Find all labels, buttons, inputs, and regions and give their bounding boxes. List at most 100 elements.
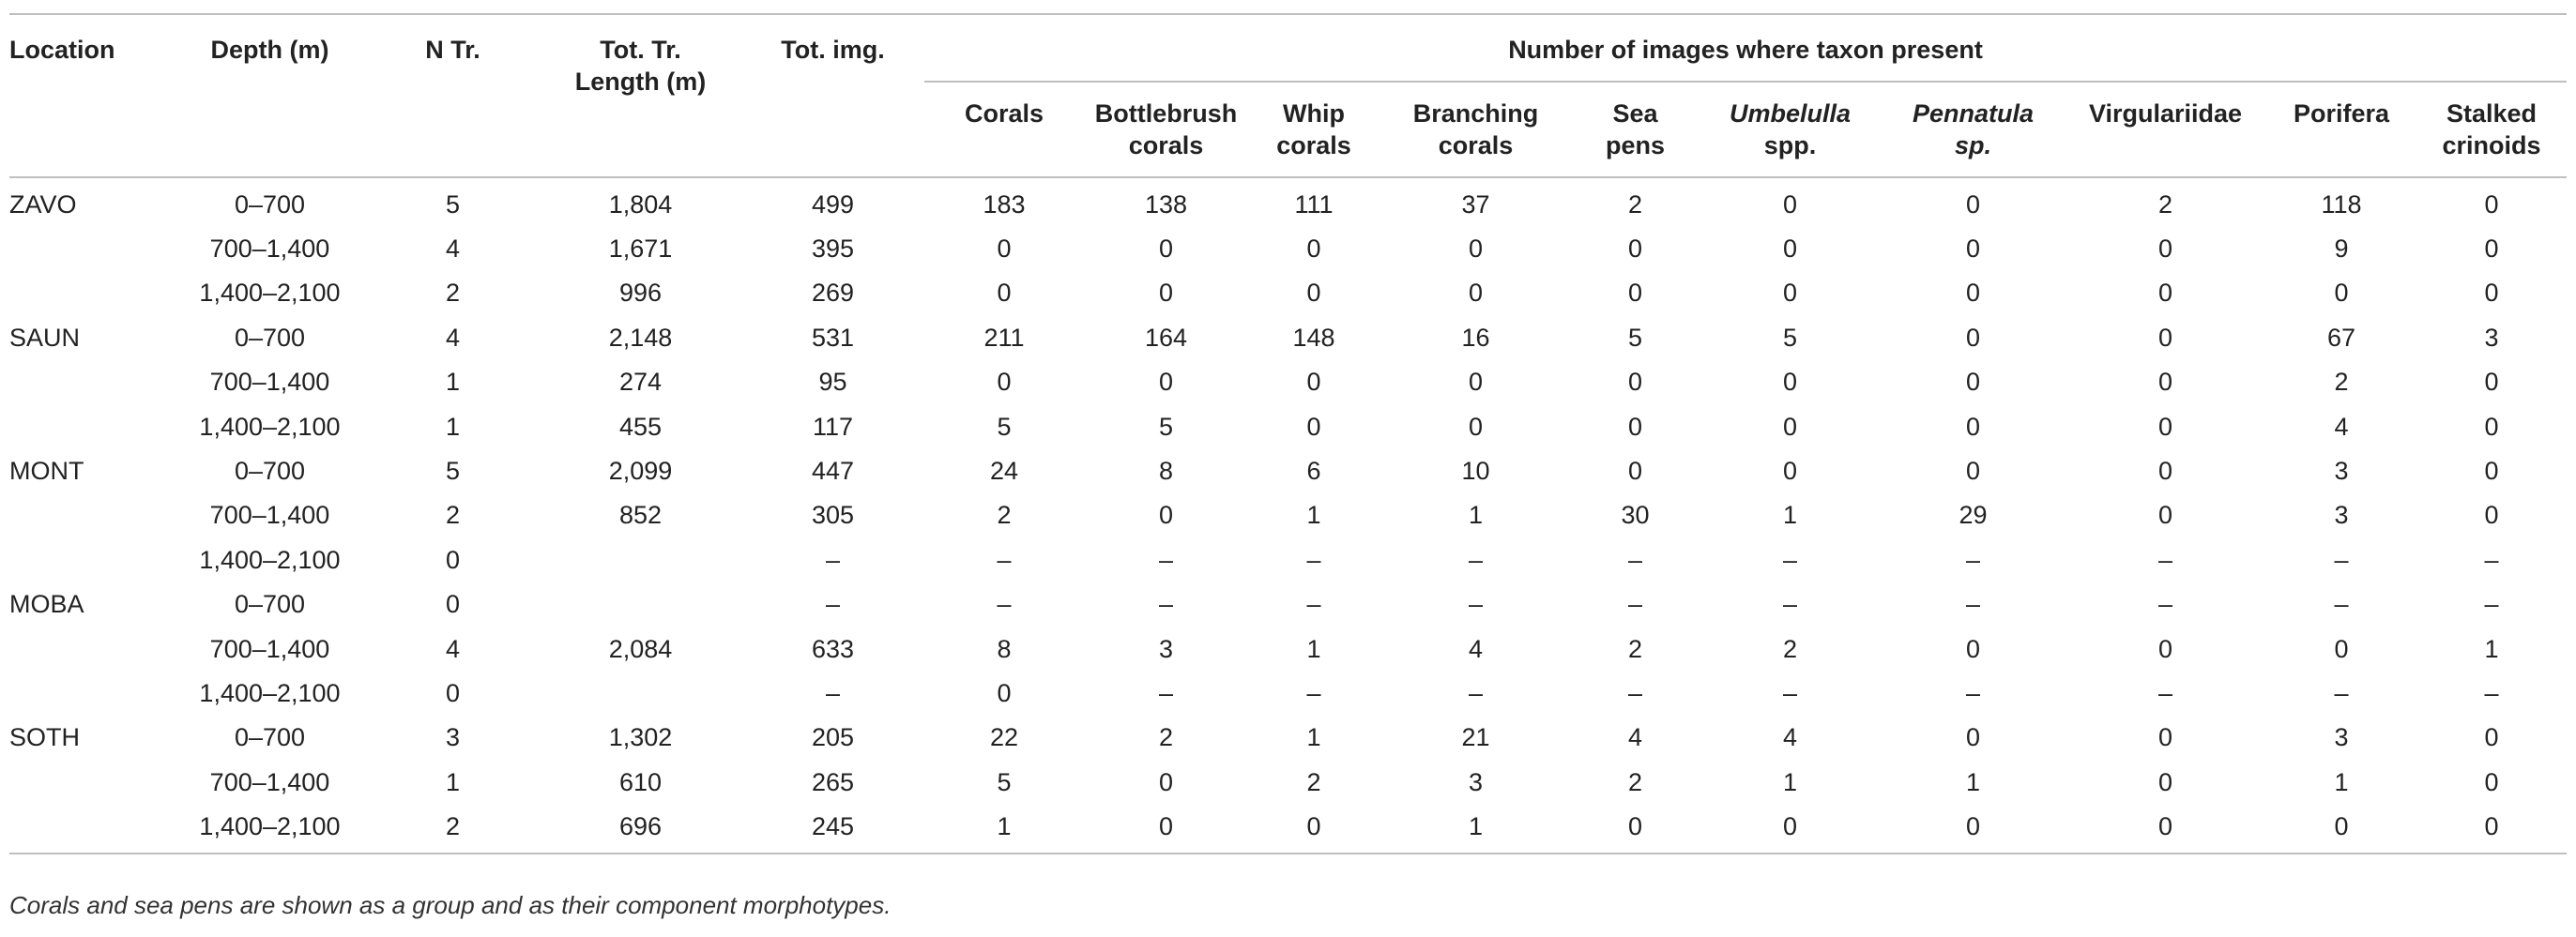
cell-stalked: 0	[2484, 723, 2499, 752]
cell-stalked: –	[2484, 678, 2499, 707]
cell-loc: ZAVO	[9, 189, 77, 219]
table-row: 700–1,400 2 852 305 2 0 1 1 30 1 29 0 3 0	[9, 493, 2567, 537]
cell-branching: 0	[1468, 412, 1484, 441]
cell-depth: 0–700	[234, 457, 306, 486]
cell-bottlebrush: 3	[1158, 634, 1174, 663]
cell-umbelulla: 0	[1782, 234, 1798, 264]
header-corals: Corals	[964, 99, 1044, 128]
cell-corals: 1	[997, 812, 1012, 841]
cell-bottlebrush: –	[1158, 590, 1174, 619]
cell-seapens: –	[1627, 678, 1643, 707]
cell-branching: 0	[1468, 279, 1484, 308]
cell-loc	[9, 537, 174, 582]
cell-corals: 22	[989, 723, 1019, 752]
cell-pennatula: 0	[1965, 189, 1981, 219]
header-seapens-line1: Sea	[1612, 99, 1658, 128]
cell-len: 274	[618, 368, 663, 397]
cell-virgulariidae: 0	[2157, 723, 2173, 752]
cell-corals: 5	[997, 412, 1012, 441]
table-row: 1,400–2,100 2 996 269 0 0 0 0 0 0 0 0 0 0	[9, 271, 2567, 315]
cell-whip: –	[1306, 545, 1321, 574]
cell-umbelulla: 4	[1782, 723, 1798, 752]
cell-seapens: 30	[1621, 501, 1650, 530]
cell-loc	[9, 627, 174, 671]
header-whip-line1: Whip	[1283, 99, 1345, 128]
cell-ntr: 4	[445, 323, 461, 352]
cell-bottlebrush: 0	[1158, 501, 1174, 530]
table-row: 700–1,400 1 610 265 5 0 2 3 2 1 1 0 1 0	[9, 760, 2567, 804]
table-row: ZAVO 0–700 5 1,804 499 183 138 111 37 2 0 0 2 118 0	[9, 177, 2567, 226]
cell-seapens: 0	[1627, 234, 1643, 264]
cell-bottlebrush: –	[1158, 545, 1174, 574]
cell-corals: 0	[997, 279, 1012, 308]
cell-porifera: 0	[2334, 279, 2349, 308]
cell-pennatula: 29	[1959, 501, 1988, 530]
cell-bottlebrush: 0	[1158, 812, 1174, 841]
cell-depth: 0–700	[234, 723, 306, 752]
cell-corals: 8	[997, 634, 1012, 663]
cell-umbelulla: 5	[1782, 323, 1798, 352]
cell-loc	[9, 271, 174, 315]
header-stalked-line1: Stalked	[2446, 99, 2538, 128]
cell-branching: 0	[1468, 234, 1484, 264]
cell-len: 610	[618, 767, 663, 796]
header-tot-tr-length: Tot. Tr. Length (m)	[540, 14, 741, 177]
cell-umbelulla: –	[1782, 678, 1798, 707]
cell-depth: 700–1,400	[209, 501, 330, 530]
cell-ntr: 1	[445, 412, 461, 441]
cell-len	[540, 671, 741, 715]
table-row: SAUN 0–700 4 2,148 531 211 164 148 16 5 5 0 0 67 3	[9, 315, 2567, 359]
cell-umbelulla: 0	[1782, 368, 1798, 397]
cell-pennatula: 0	[1965, 368, 1981, 397]
cell-ntr: 4	[445, 234, 461, 264]
cell-img: 499	[811, 189, 855, 219]
cell-seapens: 4	[1627, 723, 1643, 752]
cell-img: 245	[811, 812, 855, 841]
cell-umbelulla: 0	[1782, 279, 1798, 308]
cell-pennatula: –	[1965, 545, 1981, 574]
cell-img: 95	[818, 368, 847, 397]
cell-whip: 1	[1306, 723, 1321, 752]
cell-whip: –	[1306, 678, 1321, 707]
cell-stalked: –	[2484, 590, 2499, 619]
cell-ntr: 0	[445, 678, 461, 707]
cell-ntr: 5	[445, 457, 461, 486]
cell-img: 633	[811, 634, 855, 663]
cell-bottlebrush: 164	[1144, 323, 1188, 352]
cell-corals: 2	[997, 501, 1012, 530]
cell-umbelulla: –	[1782, 545, 1798, 574]
header-row-2: Corals Bottlebrush corals Whip corals Br…	[9, 82, 2568, 177]
cell-branching: –	[1468, 678, 1484, 707]
cell-ntr: 2	[445, 501, 461, 530]
cell-pennatula: 0	[1965, 279, 1981, 308]
header-branching-corals: Branching corals	[1379, 82, 1572, 177]
cell-virgulariidae: 0	[2157, 412, 2173, 441]
cell-pennatula: 0	[1965, 234, 1981, 264]
cell-ntr: 3	[445, 723, 461, 752]
cell-virgulariidae: 0	[2157, 634, 2173, 663]
cell-seapens: –	[1627, 545, 1643, 574]
cell-branching: 0	[1468, 368, 1484, 397]
cell-stalked: 0	[2484, 189, 2499, 219]
cell-corals: 5	[997, 767, 1012, 796]
cell-img: –	[825, 545, 841, 574]
cell-porifera: 1	[2334, 767, 2349, 796]
table-row: 1,400–2,100 0 – 0 – – – – – – – – –	[9, 671, 2567, 715]
cell-umbelulla: 0	[1782, 812, 1798, 841]
cell-loc: SAUN	[9, 323, 81, 352]
cell-porifera: 4	[2334, 412, 2349, 441]
cell-whip: 2	[1306, 767, 1321, 796]
cell-branching: 1	[1468, 812, 1484, 841]
cell-virgulariidae: 0	[2157, 279, 2173, 308]
cell-umbelulla: 0	[1782, 457, 1798, 486]
header-n-tr: N Tr.	[425, 36, 480, 64]
cell-corals: 211	[983, 323, 1025, 352]
table-row: MOBA 0–700 0 – – – – – – – – – – –	[9, 582, 2567, 627]
cell-virgulariidae: 2	[2157, 189, 2173, 219]
cell-seapens: 0	[1627, 457, 1643, 486]
header-bottlebrush-line2: corals	[1128, 131, 1204, 159]
cell-stalked: 0	[2484, 368, 2499, 397]
header-porifera: Porifera	[2293, 99, 2390, 128]
cell-corals: 24	[989, 457, 1019, 486]
